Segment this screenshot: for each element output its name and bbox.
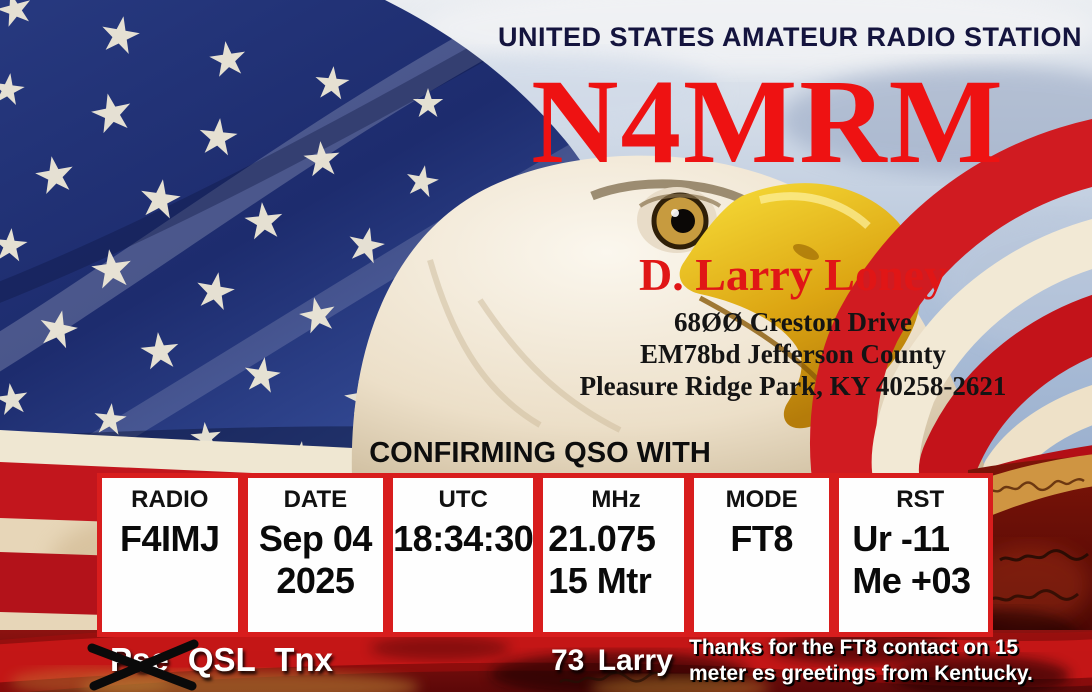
qso-table: RADIO F4IMJ DATE Sep 04 2025 UTC 18:34:3… xyxy=(97,473,993,637)
qso-cell-rst: RST Ur -11 Me +03 xyxy=(834,473,993,637)
cell-value: 15 Mtr xyxy=(548,560,652,601)
column-header: MODE xyxy=(725,486,798,513)
address-line-1: 68ØØ Creston Drive xyxy=(674,307,912,337)
cell-value: Me +03 xyxy=(852,560,971,601)
pse-strikethrough-x xyxy=(87,639,199,691)
thanks-line-2: meter es greetings from Kentucky. xyxy=(689,662,1033,685)
operator-name: D. Larry Loney xyxy=(639,249,947,300)
qsl-tnx-words: QSL Tnx xyxy=(187,641,333,678)
column-header: RADIO xyxy=(131,486,209,513)
confirming-qso-label: CONFIRMING QSO WITH xyxy=(369,437,711,469)
column-header: RST xyxy=(896,486,945,513)
address-line-2: EM78bd Jefferson County xyxy=(639,339,946,369)
column-header: MHz xyxy=(591,486,641,513)
seventy-three-signature: 73 Larry xyxy=(551,644,673,677)
qso-cell-radio: RADIO F4IMJ xyxy=(97,473,243,637)
eagle-eye xyxy=(637,187,722,253)
cell-value: Sep 04 xyxy=(258,518,373,559)
address-line-3: Pleasure Ridge Park, KY 40258-2621 xyxy=(579,371,1007,401)
thanks-line-1: Thanks for the FT8 contact on 15 xyxy=(689,636,1019,659)
cell-value: F4IMJ xyxy=(120,518,220,559)
callsign: N4MRM xyxy=(531,55,1005,189)
address-block: 68ØØ Creston Drive EM78bd Jefferson Coun… xyxy=(493,306,1092,402)
column-header: DATE xyxy=(283,486,348,513)
thanks-note: Thanks for the FT8 contact on 15 meter e… xyxy=(689,635,1033,687)
qso-cell-date: DATE Sep 04 2025 xyxy=(242,473,389,637)
cell-value: 2025 xyxy=(276,560,355,601)
qso-cell-mode: MODE FT8 xyxy=(688,473,835,637)
card-title: UNITED STATES AMATEUR RADIO STATION xyxy=(498,22,1082,52)
cell-value: 18:34:30 xyxy=(393,518,534,559)
cell-value: FT8 xyxy=(730,518,793,559)
qso-cell-mhz: MHz 21.075 15 Mtr xyxy=(538,473,689,637)
column-header: UTC xyxy=(438,486,488,513)
cell-value: Ur -11 xyxy=(852,518,950,559)
cell-value: 21.075 xyxy=(548,518,656,559)
qso-cell-utc: UTC 18:34:30 xyxy=(388,473,539,637)
